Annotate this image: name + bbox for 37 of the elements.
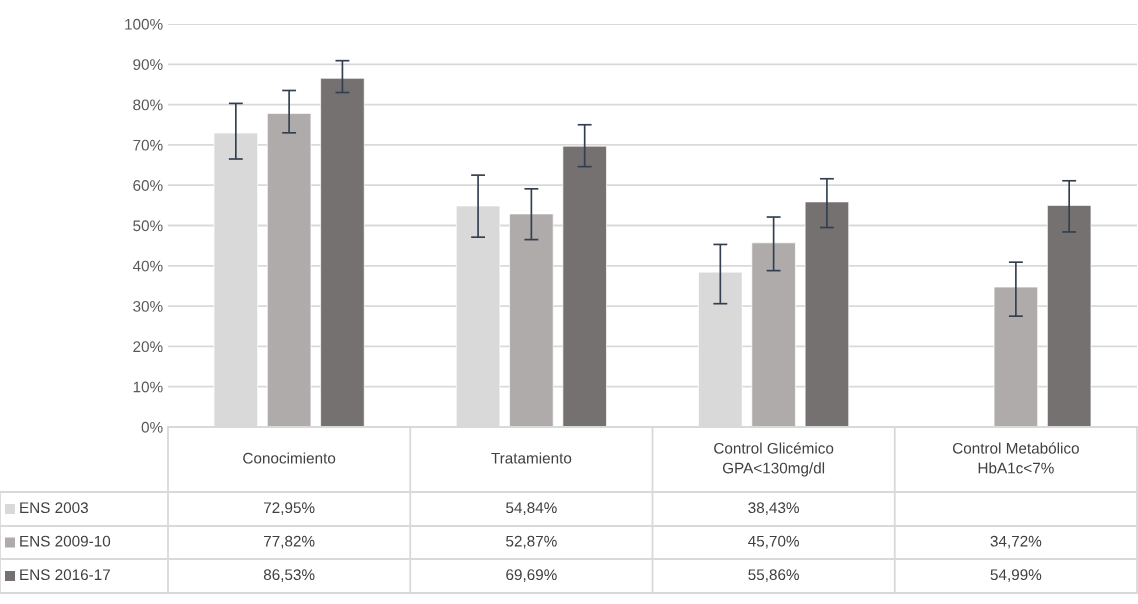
x-tick-label: Conocimiento (243, 452, 336, 464)
data-label: 54,99% (990, 569, 1042, 582)
bar (993, 286, 1039, 427)
legend-label: ENS 2016-17 (20, 569, 110, 581)
y-tick-label: 90% (133, 59, 163, 70)
y-tick-label: 50% (133, 220, 163, 232)
data-label: 34,72% (990, 535, 1042, 549)
y-tick-label: 20% (133, 341, 163, 353)
y-tick-label: 60% (133, 180, 163, 191)
x-tick-label: Control Metabólico HbA1c<7% (952, 442, 1079, 474)
data-label: 55,86% (748, 569, 799, 582)
y-tick-label: 0% (141, 421, 163, 433)
y-tick-label: 30% (133, 300, 163, 312)
data-label: 54,84% (506, 502, 557, 515)
data-label: 69,69% (506, 569, 557, 582)
y-tick-label: 100% (125, 18, 163, 30)
y-tick-label: 40% (132, 260, 163, 272)
bar (804, 201, 850, 427)
data-label: 72,95% (264, 502, 315, 515)
bar (509, 213, 554, 427)
bar (1047, 205, 1092, 427)
data-label: 52,87% (506, 535, 557, 549)
legend-label: ENS 2009-10 (20, 535, 111, 547)
legend-label: ENS 2003 (20, 502, 88, 514)
data-label: 77,82% (264, 535, 315, 549)
x-tick-label: Control Glicémico GPA<130mg/dl (714, 442, 834, 477)
bar (266, 113, 312, 427)
x-tick-label: Tratamiento (491, 452, 572, 464)
data-label: 45,70% (748, 535, 799, 549)
data-label: 38,43% (748, 502, 799, 515)
data-label: 86,53% (263, 569, 315, 582)
y-tick-label: 10% (133, 381, 163, 393)
y-tick-label: 70% (133, 139, 163, 151)
bar (562, 145, 607, 427)
bar (320, 77, 365, 427)
y-tick-label: 80% (133, 99, 163, 111)
bar (751, 242, 796, 427)
